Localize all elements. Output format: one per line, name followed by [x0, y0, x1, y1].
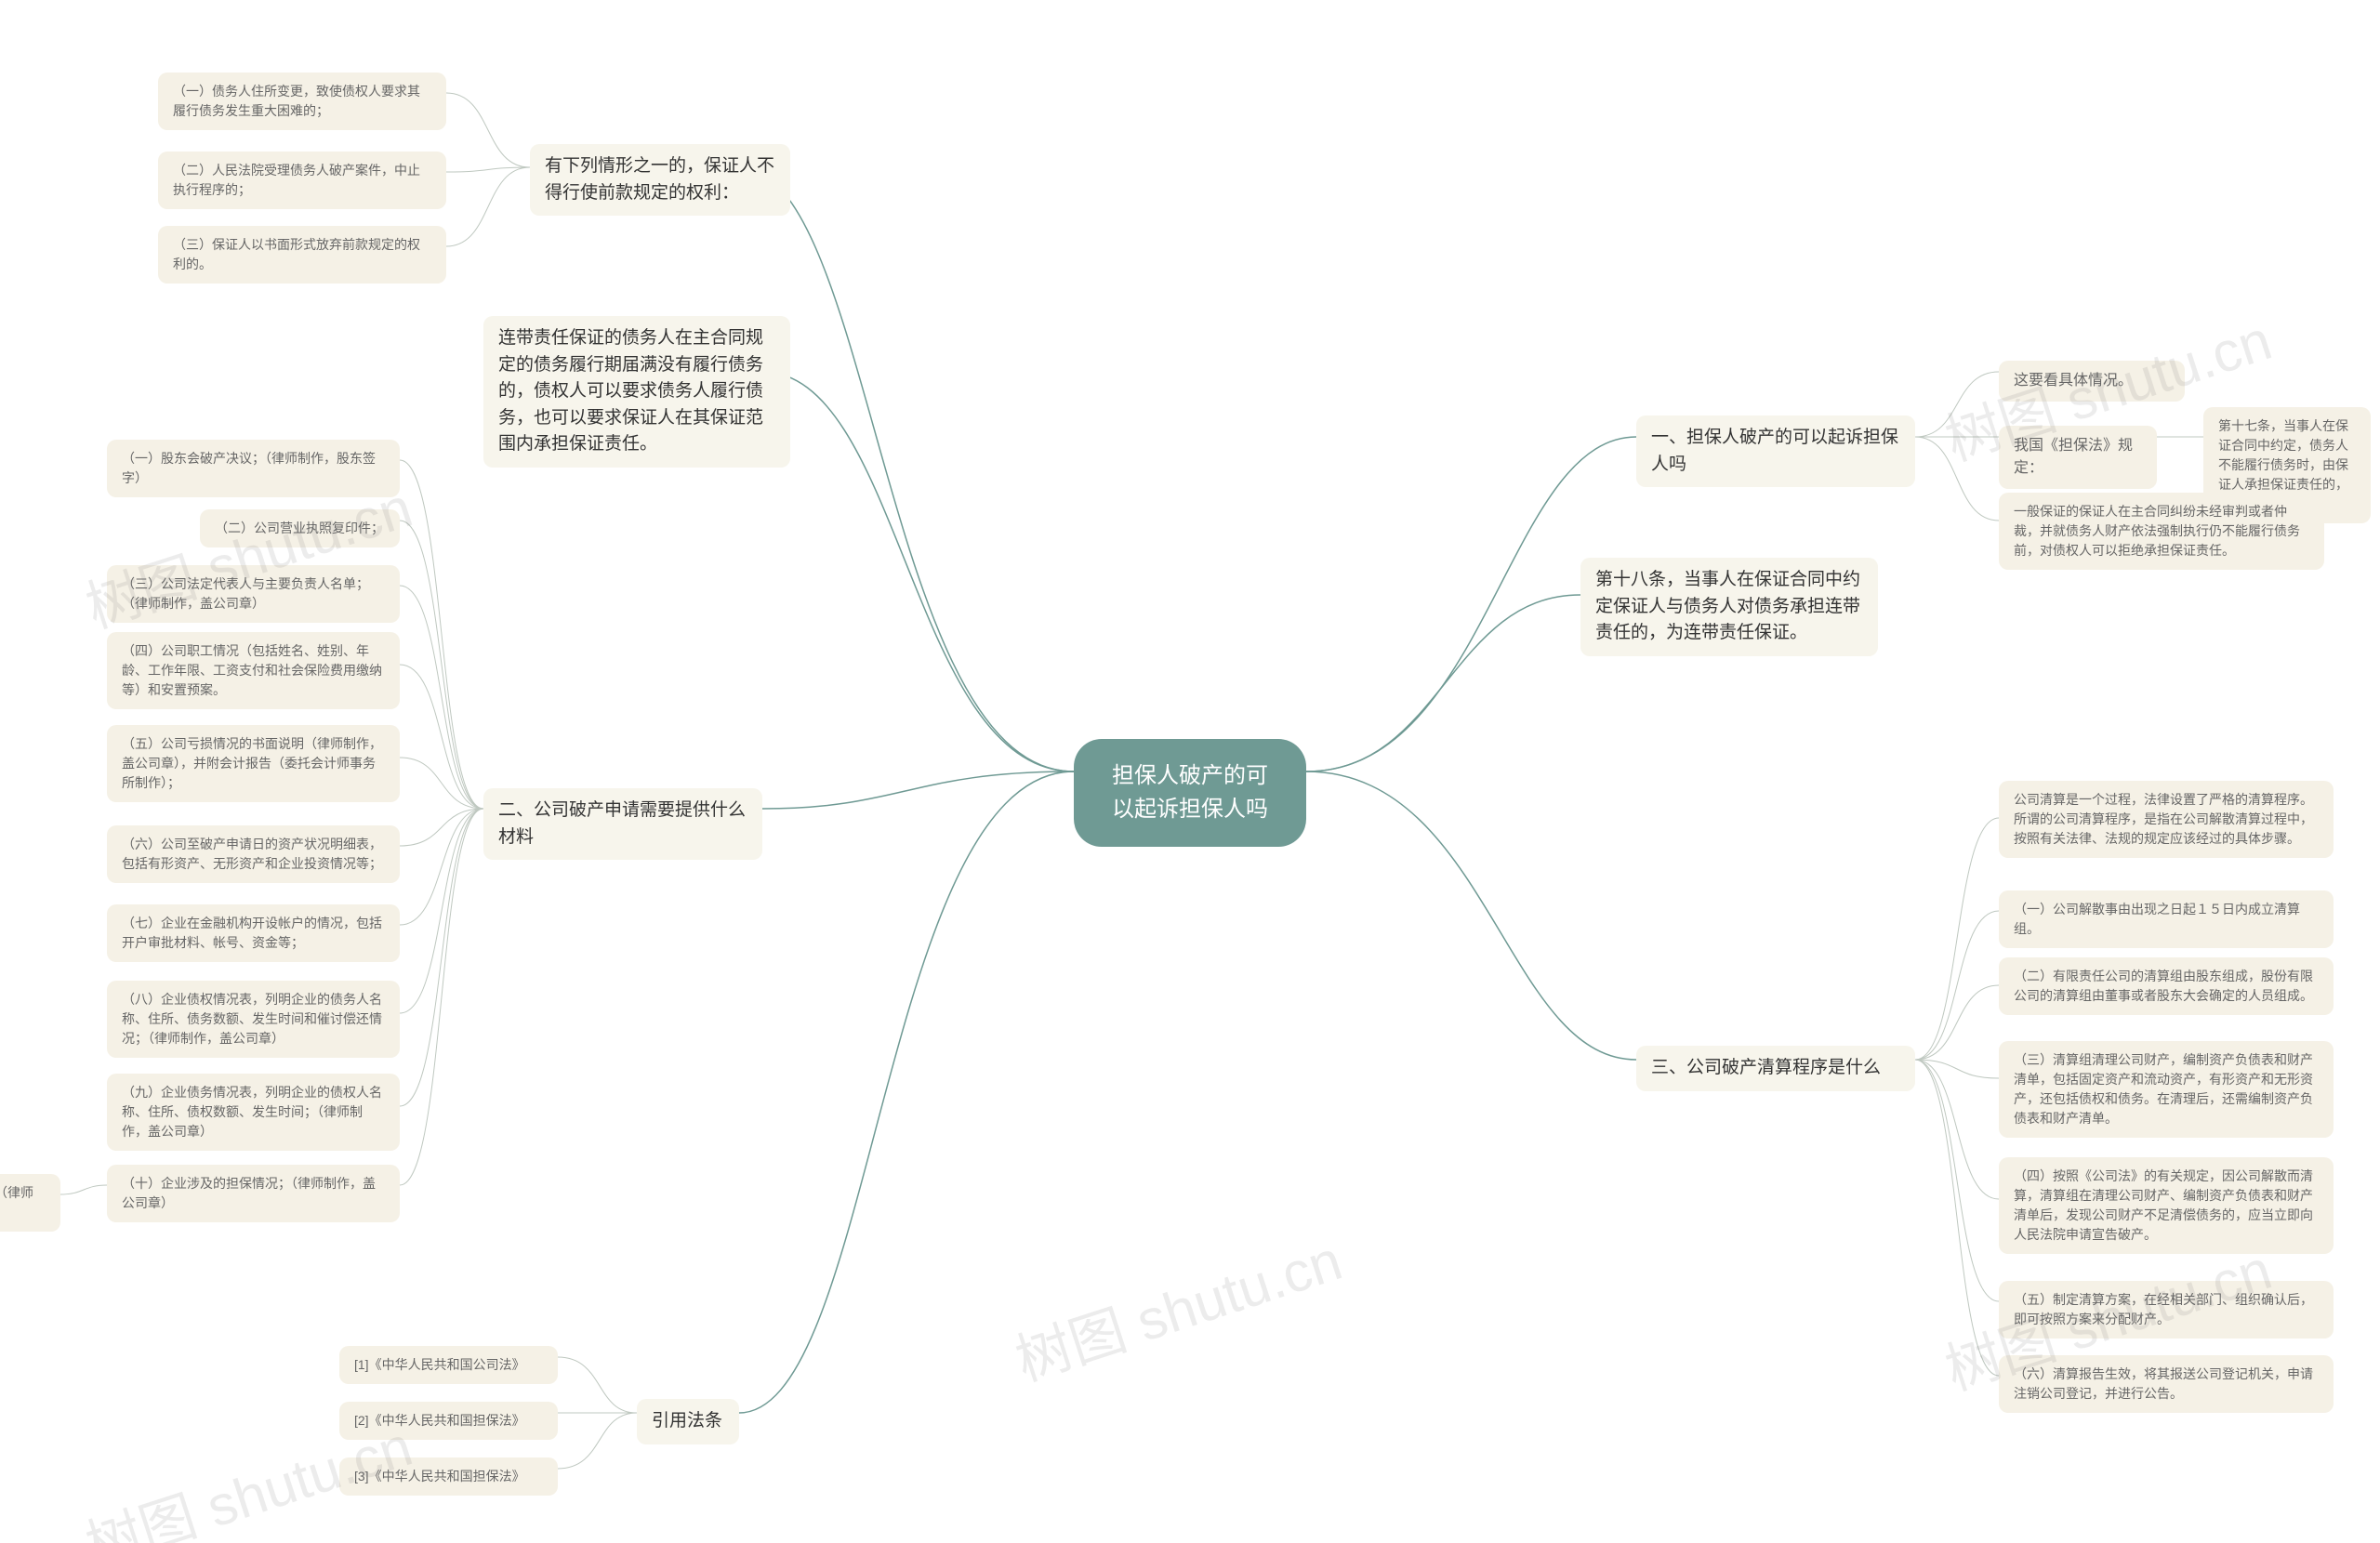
- leaf-l3-5: （五）公司亏损情况的书面说明（律师制作，盖公司章），并附会计报告（委托会计师事务…: [107, 725, 400, 802]
- leaf-l3-8: （八）企业债权情况表，列明企业的债务人名称、住所、债务数额、发生时间和催讨偿还情…: [107, 981, 400, 1058]
- leaf-r3-5: （四）按照《公司法》的有关规定，因公司解散而清算，清算组在清理公司财产、编制资产…: [1999, 1157, 2334, 1254]
- leaf-r1-2: 我国《担保法》规定：: [1999, 426, 2157, 489]
- leaf-r1-1: 这要看具体情况。: [1999, 361, 2185, 402]
- branch-r3: 三、公司破产清算程序是什么: [1636, 1046, 1915, 1091]
- branch-r1: 一、担保人破产的可以起诉担保人吗: [1636, 415, 1915, 487]
- leaf-l3-9: （九）企业债务情况表，列明企业的债权人名称、住所、债权数额、发生时间；（律师制作…: [107, 1074, 400, 1151]
- leaf-r3-1: 公司清算是一个过程，法律设置了严格的清算程序。所谓的公司清算程序，是指在公司解散…: [1999, 781, 2334, 858]
- leaf-l4-2: [2]《中华人民共和国担保法》: [339, 1402, 558, 1440]
- leaf-r1-3: 一般保证的保证人在主合同纠纷未经审判或者仲裁，并就债务人财产依法强制执行仍不能履…: [1999, 493, 2324, 570]
- branch-l3: 二、公司破产申请需要提供什么材料: [483, 788, 762, 860]
- leaf-r3-3: （二）有限责任公司的清算组由股东组成，股份有限公司的清算组由董事或者股东大会确定…: [1999, 957, 2334, 1015]
- leaf-l3-4: （四）公司职工情况（包括姓名、姓别、年龄、工作年限、工资支付和社会保险费用缴纳等…: [107, 632, 400, 709]
- leaf-l3-6: （六）公司至破产申请日的资产状况明细表，包括有形资产、无形资产和企业投资情况等；: [107, 825, 400, 883]
- leaf-l3-3: （三）公司法定代表人与主要负责人名单；（律师制作，盖公司章）: [107, 565, 400, 623]
- leaf-r3-6: （五）制定清算方案，在经相关部门、组织确认后，即可按照方案来分配财产。: [1999, 1281, 2334, 1339]
- branch-r2: 第十八条，当事人在保证合同中约定保证人与债务人对债务承担连带责任的，为连带责任保…: [1580, 558, 1878, 656]
- leaf-l3-2: （二）公司营业执照复印件；: [200, 509, 400, 547]
- watermark: 树图 shutu.cn: [1004, 1216, 1351, 1397]
- leaf-l1-3: （三）保证人以书面形式放弃前款规定的权利的。: [158, 226, 446, 284]
- leaf-l3-10: （十）企业涉及的担保情况；（律师制作，盖公司章）: [107, 1165, 400, 1222]
- branch-l4: 引用法条: [637, 1399, 739, 1444]
- leaf-r3-4: （三）清算组清理公司财产，编制资产负债表和财产清单，包括固定资产和流动资产，有形…: [1999, 1041, 2334, 1138]
- leaf-l1-1: （一）债务人住所变更，致使债权人要求其履行债务发生重大困难的；: [158, 73, 446, 130]
- leaf-l1-2: （二）人民法院受理债务人破产案件，中止执行程序的；: [158, 152, 446, 209]
- branch-l1: 有下列情形之一的，保证人不得行使前款规定的权利：: [530, 144, 790, 216]
- leaf-l3-10-sub: （十一）企业已发生的诉讼情况。（律师制作，盖公司章）: [0, 1174, 60, 1232]
- branch-l2: 连带责任保证的债务人在主合同规定的债务履行期届满没有履行债务的，债权人可以要求债…: [483, 316, 790, 468]
- leaf-l3-7: （七）企业在金融机构开设帐户的情况，包括开户审批材料、帐号、资金等；: [107, 904, 400, 962]
- root-node: 担保人破产的可以起诉担保人吗: [1074, 739, 1306, 847]
- leaf-r3-7: （六）清算报告生效，将其报送公司登记机关，申请注销公司登记，并进行公告。: [1999, 1355, 2334, 1413]
- leaf-l4-3: [3]《中华人民共和国担保法》: [339, 1457, 558, 1496]
- leaf-l3-1: （一）股东会破产决议；（律师制作，股东签字）: [107, 440, 400, 497]
- leaf-l4-1: [1]《中华人民共和国公司法》: [339, 1346, 558, 1384]
- leaf-r3-2: （一）公司解散事由出现之日起１５日内成立清算组。: [1999, 890, 2334, 948]
